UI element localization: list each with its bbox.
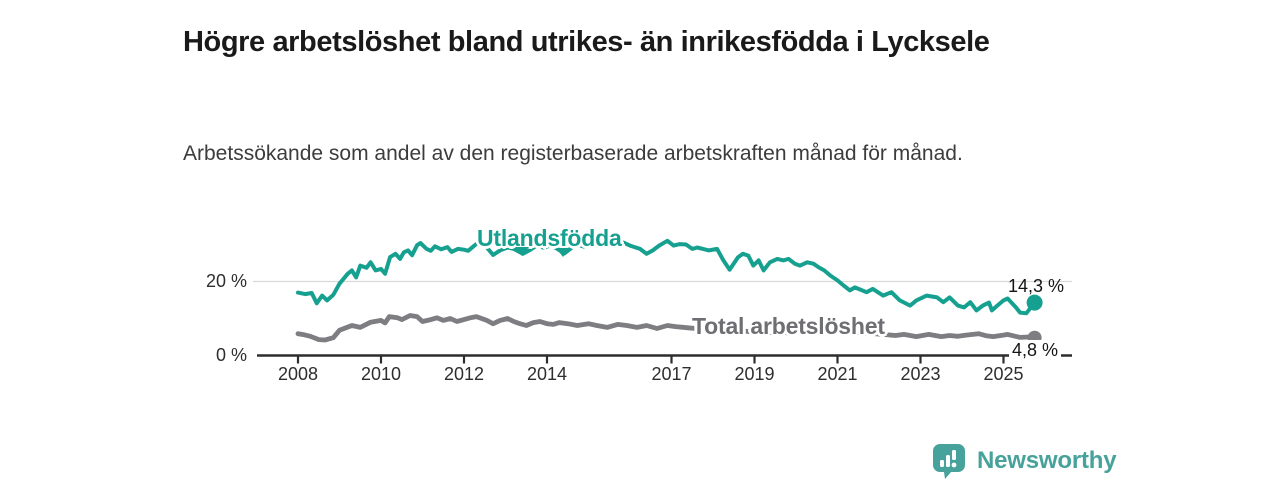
page-title: Högre arbetslöshet bland utrikes- än inr… <box>183 26 990 59</box>
x-axis-tick-label: 2010 <box>360 364 402 384</box>
end-value-label-total: 4,8 % <box>1009 340 1062 361</box>
x-axis-tick-label: 2017 <box>651 364 692 384</box>
series-label-utlandsfodda: Utlandsfödda <box>477 225 622 251</box>
x-axis-tick-label: 2014 <box>526 364 568 384</box>
x-axis-tick-label: 2023 <box>900 364 941 384</box>
x-axis-tick-label: 2008 <box>277 364 319 384</box>
newsworthy-logo: Newsworthy <box>931 442 1117 480</box>
line-dip-marker <box>515 247 529 256</box>
bar-chart-speech-bubble-icon <box>931 442 967 480</box>
newsworthy-logo-text: Newsworthy <box>977 447 1117 474</box>
chart-subtitle: Arbetssökande som andel av den registerb… <box>183 142 963 165</box>
y-axis-tick-label-20: 20 % <box>205 271 247 291</box>
line-dip-marker <box>556 248 570 257</box>
y-axis-tick-label-0: 0 % <box>215 345 247 365</box>
series-label-total-arbetsloshet: Total arbetslöshet <box>692 313 885 339</box>
x-axis-tick-label: 2012 <box>443 364 485 384</box>
end-value-label-utlandsfodda: 14,3 % <box>1008 276 1065 296</box>
x-axis-tick-label: 2021 <box>817 364 858 384</box>
x-axis-tick-label: 2019 <box>734 364 775 384</box>
x-axis-tick-label: 2025 <box>983 364 1024 384</box>
